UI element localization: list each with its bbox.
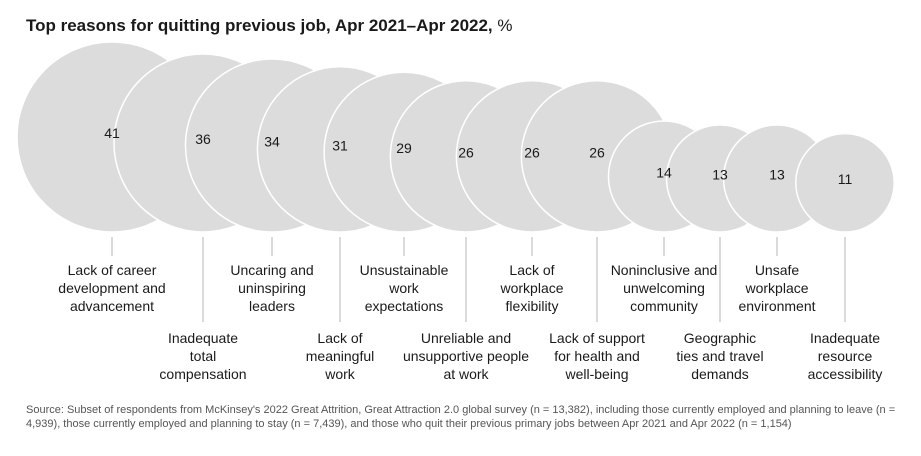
value-label-inadequate-total-compensation: 36 bbox=[195, 131, 211, 147]
value-label-unsafe-workplace-environment: 13 bbox=[769, 167, 785, 183]
category-label-unsafe-workplace-environment: Unsafe workplace environment bbox=[738, 262, 815, 314]
value-label-lack-of-workplace-flexibility: 26 bbox=[524, 144, 540, 160]
value-label-geographic-ties-and-travel-demands: 13 bbox=[712, 167, 728, 183]
chart-title-text: Top reasons for quitting previous job, A… bbox=[26, 16, 493, 35]
category-label-noninclusive-and-unwelcoming-community: Noninclusive and unwelcoming community bbox=[611, 262, 718, 314]
category-label-unreliable-and-unsupportive-people-at-work: Unreliable and unsupportive people at work bbox=[403, 330, 529, 382]
chart-unit: % bbox=[497, 16, 513, 35]
value-label-unsustainable-work-expectations: 29 bbox=[396, 140, 412, 156]
category-label-lack-of-career-development-and-advancement: Lack of career development and advancement bbox=[58, 262, 165, 314]
category-label-unsustainable-work-expectations: Unsustainable work expectations bbox=[360, 262, 449, 314]
category-label-inadequate-total-compensation: Inadequate total compensation bbox=[159, 330, 246, 382]
value-label-lack-of-support-for-health-and-well-being: 26 bbox=[589, 144, 605, 160]
category-label-lack-of-meaningful-work: Lack of meaningful work bbox=[306, 330, 375, 382]
value-label-lack-of-meaningful-work: 31 bbox=[332, 137, 348, 153]
value-label-noninclusive-and-unwelcoming-community: 14 bbox=[656, 164, 672, 180]
value-labels-layer: 41 36 34 31 29 26 26 26 14 13 13 11 bbox=[104, 125, 852, 187]
value-label-lack-of-career-development-and-advancement: 41 bbox=[104, 125, 120, 141]
chart-title: Top reasons for quitting previous job, A… bbox=[26, 16, 513, 36]
value-label-inadequate-resource-accessibility: 11 bbox=[838, 171, 853, 187]
category-label-uncaring-and-uninspiring-leaders: Uncaring and uninspiring leaders bbox=[230, 262, 313, 314]
bubbles-layer bbox=[16, 41, 895, 233]
value-label-uncaring-and-uninspiring-leaders: 34 bbox=[264, 133, 280, 149]
category-label-inadequate-resource-accessibility: Inadequate resource accessibility bbox=[808, 330, 883, 382]
leader-lines-layer bbox=[111, 237, 846, 322]
category-label-lack-of-support-for-health-and-well-being: Lack of support for health and well-being bbox=[549, 330, 645, 382]
category-label-geographic-ties-and-travel-demands: Geographic ties and travel demands bbox=[676, 330, 763, 382]
source-note: Source: Subset of respondents from McKin… bbox=[26, 404, 896, 430]
value-label-unreliable-and-unsupportive-people-at-work: 26 bbox=[458, 144, 474, 160]
category-labels-layer: Lack of career development and advancement… bbox=[58, 262, 882, 382]
bubble-chart: 41 36 34 31 29 26 26 26 14 13 13 11 Lack of career d… bbox=[16, 41, 895, 382]
bubble-inadequate-resource-accessibility bbox=[795, 132, 895, 233]
category-label-lack-of-workplace-flexibility: Lack of workplace flexibility bbox=[499, 262, 563, 314]
